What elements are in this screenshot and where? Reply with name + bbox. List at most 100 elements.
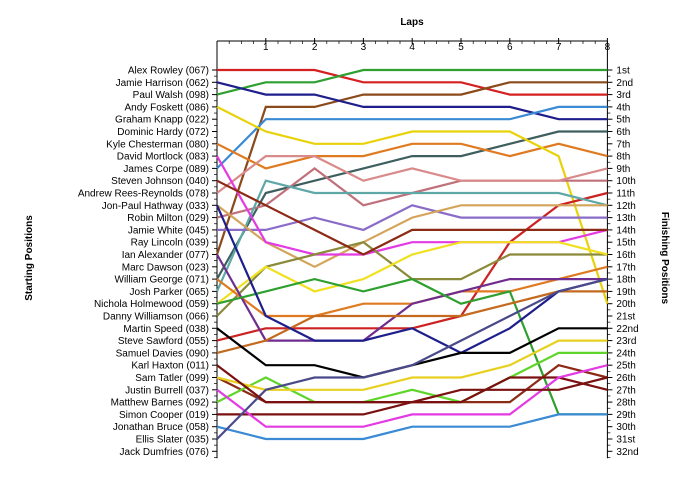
driver-series-line — [216, 105, 608, 170]
driver-label: Kyle Chesterman (080) — [106, 139, 209, 150]
lap-tick-label: 4 — [409, 42, 415, 53]
finish-label: 9th — [616, 164, 630, 175]
driver-label: Steven Johnson (040) — [111, 176, 209, 187]
driver-series-line — [216, 204, 608, 269]
lap-tick-label: 2 — [312, 42, 318, 53]
finish-label: 1st — [616, 66, 630, 77]
driver-series-line — [216, 68, 608, 96]
driver-label: Simon Cooper (019) — [119, 410, 209, 421]
finish-label: 18th — [616, 275, 635, 286]
finish-label: 13th — [616, 213, 635, 224]
driver-label: Justin Burrell (037) — [125, 385, 209, 396]
finish-label: 26th — [616, 373, 635, 384]
finish-label: 12th — [616, 201, 635, 212]
driver-label: James Corpe (089) — [123, 164, 209, 175]
driver-series-line — [217, 68, 608, 96]
driver-series-line — [216, 290, 608, 354]
driver-series-line — [215, 81, 608, 255]
finish-label: 3rd — [616, 90, 630, 101]
lap-tick-label: 3 — [361, 42, 367, 53]
driver-label: Danny Williamson (066) — [103, 312, 209, 323]
finish-label: 6th — [616, 127, 630, 138]
finish-label: 25th — [616, 361, 635, 372]
axes — [212, 38, 613, 459]
finish-label: 29th — [616, 410, 635, 421]
finish-label: 7th — [616, 139, 630, 150]
driver-label: Sam Tatler (099) — [135, 373, 209, 384]
finishing-position-labels: 1st2nd3rd4th5th6th7th8th9th10th11th12th1… — [616, 66, 638, 458]
driver-label: Martin Speed (038) — [123, 324, 209, 335]
finish-label: 31st — [616, 435, 635, 446]
driver-series-line — [216, 364, 608, 404]
driver-series-line — [215, 204, 608, 355]
starting-position-labels: Alex Rowley (067)Jamie Harrison (062)Pau… — [78, 66, 209, 458]
driver-series-line — [216, 155, 608, 194]
driver-series-line — [216, 278, 608, 440]
finish-label: 21st — [616, 312, 635, 323]
finish-label: 17th — [616, 262, 635, 273]
driver-label: Andy Foskett (086) — [125, 102, 209, 113]
finish-label: 11th — [616, 189, 635, 200]
driver-label: David Mortlock (083) — [117, 152, 209, 163]
finish-label: 27th — [616, 385, 635, 396]
finish-label: 23rd — [616, 336, 636, 347]
driver-label: Dominic Hardy (072) — [117, 127, 209, 138]
driver-label: Alex Rowley (067) — [128, 66, 209, 77]
finish-label: 15th — [616, 238, 635, 249]
driver-label: Jamie White (045) — [128, 225, 209, 236]
lap-tick-label: 7 — [556, 42, 562, 53]
driver-label: William George (071) — [115, 275, 209, 286]
driver-label: Graham Knapp (022) — [115, 115, 209, 126]
finish-label: 20th — [616, 299, 635, 310]
driver-series-line — [216, 130, 608, 280]
lap-tick-label: 5 — [458, 42, 464, 53]
driver-label: Jonathan Bruce (058) — [113, 422, 209, 433]
driver-label: Robin Milton (029) — [127, 213, 209, 224]
driver-series-line — [216, 81, 608, 121]
lap-tick-label: 1 — [263, 42, 269, 53]
driver-label: Marc Dawson (023) — [122, 262, 209, 273]
driver-label: Ellis Slater (035) — [136, 435, 209, 446]
driver-label: Karl Haxton (011) — [131, 361, 209, 372]
finish-label: 28th — [616, 398, 635, 409]
driver-label: Josh Parker (065) — [130, 287, 209, 298]
driver-series-line — [216, 241, 608, 305]
lap-tick-labels: 1 2 3 4 5 6 7 8 — [263, 42, 611, 53]
driver-label: Jack Dumfries (076) — [120, 447, 209, 458]
driver-series-line — [216, 179, 608, 256]
finish-label: 14th — [616, 225, 635, 236]
finish-label: 2nd — [616, 78, 633, 89]
driver-series-line — [216, 105, 609, 305]
finish-label: 22nd — [616, 324, 638, 335]
driver-label: Matthew Barnes (092) — [111, 398, 209, 409]
left-axis-title: Starting Positions — [24, 215, 35, 301]
driver-series-line — [216, 253, 608, 342]
driver-label: Ray Lincoln (039) — [131, 238, 209, 249]
driver-label: Nichola Holmewood (059) — [94, 299, 209, 310]
driver-label: Samuel Davies (090) — [116, 348, 209, 359]
finish-label: 10th — [616, 176, 635, 187]
driver-label: Jon-Paul Hathway (033) — [102, 201, 209, 212]
finish-label: 5th — [616, 115, 630, 126]
driver-series-line — [216, 339, 608, 391]
finish-label: 32nd — [616, 447, 638, 458]
driver-label: Ian Alexander (077) — [122, 250, 209, 261]
finish-label: 16th — [616, 250, 635, 261]
right-axis-title: Finishing Positions — [659, 212, 670, 305]
finish-label: 8th — [616, 152, 630, 163]
driver-label: Paul Walsh (098) — [133, 90, 209, 101]
finish-label: 19th — [616, 287, 635, 298]
lap-tick-label: 8 — [605, 42, 611, 53]
driver-series-line — [216, 277, 608, 416]
driver-series-line — [215, 179, 608, 292]
driver-series-line — [216, 413, 608, 441]
finish-label: 24th — [616, 348, 635, 359]
lap-tick-label: 6 — [507, 42, 513, 53]
finish-label: 4th — [616, 102, 630, 113]
driver-label: Steve Sawford (055) — [118, 336, 209, 347]
driver-series-line — [217, 204, 608, 232]
chart-title: Laps — [400, 17, 424, 28]
driver-label: Jamie Harrison (062) — [116, 78, 209, 89]
